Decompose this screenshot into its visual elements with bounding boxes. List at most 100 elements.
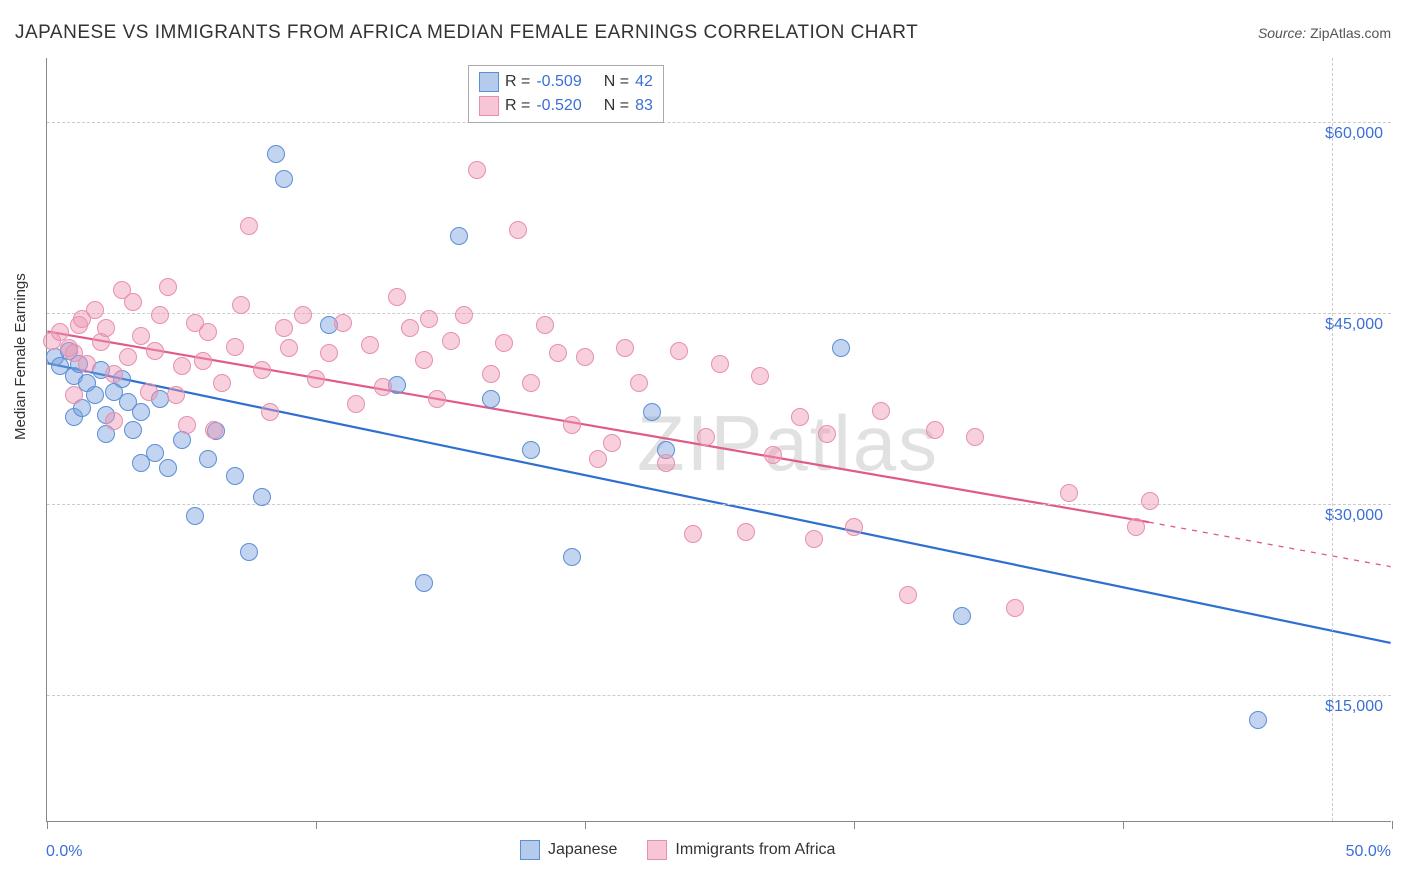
legend-stat-row: R =-0.520N =83 — [479, 94, 653, 118]
data-point — [253, 361, 271, 379]
source-value: ZipAtlas.com — [1310, 25, 1391, 41]
data-point — [818, 425, 836, 443]
data-point — [173, 357, 191, 375]
data-point — [751, 367, 769, 385]
data-point — [522, 441, 540, 459]
data-point — [275, 170, 293, 188]
y-tick-label: $15,000 — [1325, 698, 1383, 716]
n-value: 42 — [635, 70, 653, 94]
data-point — [167, 386, 185, 404]
y-axis-title: Median Female Earnings — [12, 273, 29, 440]
watermark: ZIPatlas — [637, 398, 939, 489]
data-point — [105, 365, 123, 383]
data-point — [226, 467, 244, 485]
data-point — [549, 344, 567, 362]
gridline-h — [47, 313, 1391, 314]
x-axis-max-label: 50.0% — [1346, 843, 1391, 861]
source-label: Source: — [1258, 25, 1306, 41]
data-point — [388, 288, 406, 306]
x-tick — [316, 821, 317, 829]
data-point — [697, 428, 715, 446]
data-point — [442, 332, 460, 350]
legend-stats: R =-0.509 N =42R =-0.520 N =83 — [468, 65, 664, 123]
data-point — [151, 306, 169, 324]
data-point — [173, 431, 191, 449]
data-point — [159, 459, 177, 477]
y-tick-label: $60,000 — [1325, 125, 1383, 143]
data-point — [124, 293, 142, 311]
header: JAPANESE VS IMMIGRANTS FROM AFRICA MEDIA… — [15, 22, 1391, 44]
legend-item: Immigrants from Africa — [647, 840, 835, 860]
data-point — [146, 342, 164, 360]
legend-swatch — [479, 96, 499, 116]
data-point — [205, 421, 223, 439]
data-point — [199, 323, 217, 341]
r-value: -0.520 — [536, 94, 581, 118]
data-point — [872, 402, 890, 420]
data-point — [132, 327, 150, 345]
data-point — [213, 374, 231, 392]
data-point — [657, 454, 675, 472]
data-point — [186, 507, 204, 525]
x-tick — [47, 821, 48, 829]
r-value: -0.509 — [536, 70, 581, 94]
data-point — [119, 348, 137, 366]
data-point — [178, 416, 196, 434]
y-tick-label: $30,000 — [1325, 507, 1383, 525]
data-point — [51, 323, 69, 341]
data-point — [86, 386, 104, 404]
legend-swatch — [647, 840, 667, 860]
plot-area: ZIPatlas $15,000$30,000$45,000$60,000 — [46, 58, 1391, 822]
data-point — [482, 390, 500, 408]
data-point — [764, 446, 782, 464]
data-point — [1006, 599, 1024, 617]
legend-item: Japanese — [520, 840, 617, 860]
data-point — [509, 221, 527, 239]
data-point — [361, 336, 379, 354]
data-point — [616, 339, 634, 357]
x-tick — [1392, 821, 1393, 829]
data-point — [320, 344, 338, 362]
data-point — [275, 319, 293, 337]
data-point — [240, 217, 258, 235]
data-point — [670, 342, 688, 360]
data-point — [630, 374, 648, 392]
data-point — [105, 412, 123, 430]
legend-swatch — [520, 840, 540, 860]
data-point — [482, 365, 500, 383]
data-point — [522, 374, 540, 392]
data-point — [536, 316, 554, 334]
data-point — [455, 306, 473, 324]
gridline-h — [47, 504, 1391, 505]
legend-stat-row: R =-0.509 N =42 — [479, 70, 653, 94]
data-point — [495, 334, 513, 352]
legend-label: Immigrants from Africa — [675, 841, 835, 859]
data-point — [132, 403, 150, 421]
data-point — [899, 586, 917, 604]
chart-title: JAPANESE VS IMMIGRANTS FROM AFRICA MEDIA… — [15, 22, 918, 44]
data-point — [643, 403, 661, 421]
data-point — [450, 227, 468, 245]
data-point — [97, 319, 115, 337]
n-label: N = — [604, 94, 629, 118]
data-point — [832, 339, 850, 357]
data-point — [415, 574, 433, 592]
trend-lines — [47, 58, 1391, 821]
data-point — [415, 351, 433, 369]
data-point — [805, 530, 823, 548]
data-point — [589, 450, 607, 468]
n-label: N = — [604, 70, 629, 94]
gridline-h — [47, 122, 1391, 123]
data-point — [737, 523, 755, 541]
data-point — [199, 450, 217, 468]
data-point — [334, 314, 352, 332]
data-point — [232, 296, 250, 314]
legend-label: Japanese — [548, 841, 617, 859]
r-label: R = — [505, 70, 530, 94]
data-point — [428, 390, 446, 408]
data-point — [1060, 484, 1078, 502]
n-value: 83 — [635, 94, 653, 118]
data-point — [563, 416, 581, 434]
legend-series: Japanese Immigrants from Africa — [520, 840, 835, 860]
x-tick — [854, 821, 855, 829]
